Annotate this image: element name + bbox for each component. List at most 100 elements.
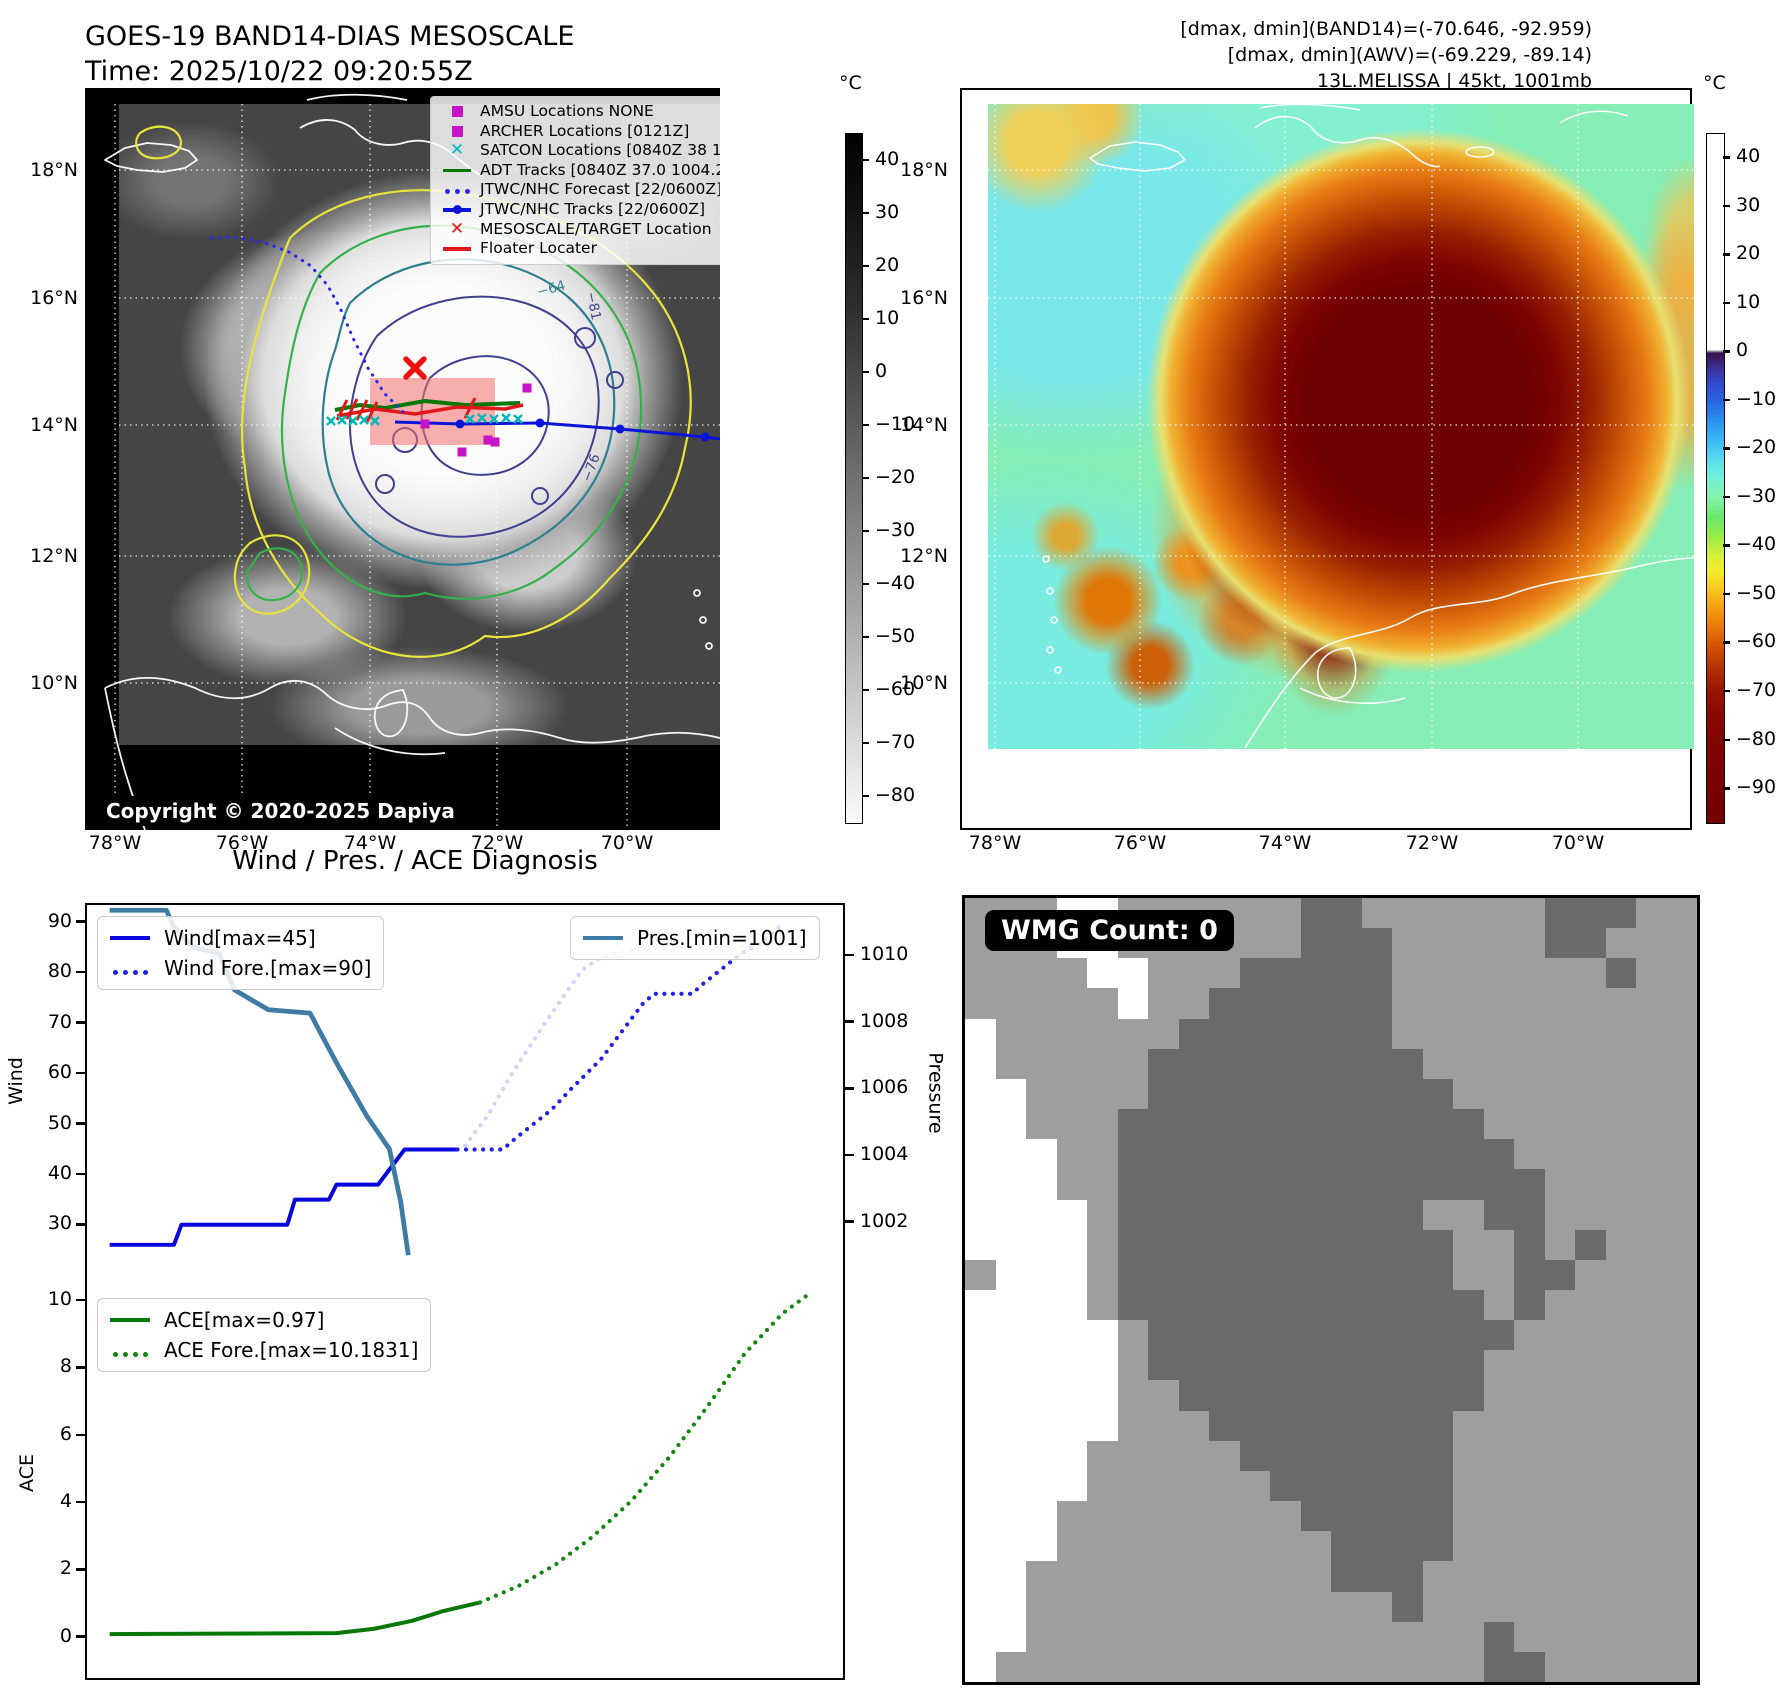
wmg-cell: [1087, 1018, 1118, 1049]
wmg-cell: [1361, 1259, 1392, 1290]
wmg-cell: [1453, 1531, 1484, 1562]
wmg-cell: [1575, 898, 1606, 929]
wmg-cell: [1422, 988, 1453, 1019]
wmg-cell: [1605, 1350, 1636, 1381]
awv-satellite-image: [988, 104, 1694, 749]
left-colorbar-tick-label: −10: [875, 412, 916, 435]
map-legend-item: JTWC/NHC Forecast [22/0600Z]: [440, 180, 720, 200]
wmg-cell: [1209, 1259, 1240, 1290]
wmg-cell: [1239, 1109, 1270, 1140]
wmg-cell: [1483, 1531, 1514, 1562]
wmg-cell: [1117, 958, 1148, 989]
wmg-cell: [995, 1018, 1026, 1049]
wmg-cell: [1666, 1018, 1697, 1049]
right-colorbar-tick-label: 30: [1736, 193, 1761, 216]
wmg-cell: [1148, 1139, 1179, 1170]
left-colorbar-tick-label: 10: [875, 306, 900, 329]
map-legend-label: JTWC/NHC Forecast [22/0600Z]: [480, 180, 720, 199]
wmg-cell: [1636, 1410, 1667, 1441]
right-colorbar-tick-label: −70: [1736, 678, 1777, 701]
wmg-cell: [1087, 1380, 1118, 1411]
wmg-cell: [1117, 1320, 1148, 1351]
wmg-cell: [1117, 1018, 1148, 1049]
wind-tick-label: 30: [47, 1212, 72, 1235]
wmg-cell: [965, 958, 996, 989]
pressure-tick: [845, 1020, 854, 1023]
wmg-cell: [1666, 1440, 1697, 1471]
wmg-cell: [1514, 1531, 1545, 1562]
wmg-cell: [1422, 1380, 1453, 1411]
wmg-cell: [1331, 1470, 1362, 1502]
wmg-cell: [1300, 1290, 1331, 1321]
wmg-cell: [965, 1651, 996, 1682]
ace-plot: [109, 1291, 812, 1637]
wmg-cell: [1422, 1501, 1453, 1532]
wmg-cell: [1422, 1109, 1453, 1140]
wmg-cell: [1148, 988, 1179, 1019]
wmg-cell: [1483, 898, 1514, 929]
wmg-cell: [1209, 1290, 1240, 1321]
wmg-cell: [1117, 1410, 1148, 1441]
wmg-cell: [1636, 1621, 1667, 1652]
wmg-cell: [1148, 1350, 1179, 1381]
wind-tick: [76, 970, 85, 974]
wmg-cell: [1026, 1048, 1057, 1079]
coastlines: [1042, 104, 1694, 749]
wmg-cell: [1331, 1048, 1362, 1079]
wmg-cell: [1483, 988, 1514, 1019]
wmg-cell: [1392, 1109, 1423, 1140]
wmg-cell: [1300, 1470, 1331, 1502]
wmg-cell: [995, 1410, 1026, 1441]
swatch: [110, 953, 150, 983]
wmg-cell: [1087, 1320, 1118, 1351]
wmg-cell: [1514, 1139, 1545, 1170]
wmg-cell: [1544, 898, 1575, 929]
map-legend-item: ARCHER Locations [0121Z]: [440, 122, 720, 142]
wmg-cell: [1575, 988, 1606, 1019]
wmg-cell: [965, 1109, 996, 1140]
wmg-cell: [1087, 1048, 1118, 1079]
wmg-cell: [1087, 1229, 1118, 1260]
wmg-cell: [1514, 1169, 1545, 1200]
wmg-cell: [1087, 1531, 1118, 1562]
wmg-cell: [1209, 1320, 1240, 1351]
wmg-cell: [1422, 1470, 1453, 1502]
wmg-cell: [1026, 1410, 1057, 1441]
ace-tick-label: 10: [47, 1288, 72, 1311]
right-map-lat-label: 16°N: [900, 287, 948, 309]
wmg-cell: [1636, 1531, 1667, 1562]
wmg-cell: [1270, 1651, 1301, 1682]
wmg-cell: [1636, 1561, 1667, 1592]
wmg-cell: [1575, 1018, 1606, 1049]
wmg-cell: [1361, 1380, 1392, 1411]
wmg-cell: [1148, 1440, 1179, 1471]
wmg-cell: [1453, 1109, 1484, 1140]
satcon-markers: [326, 413, 523, 426]
solid-line-icon: [583, 936, 627, 940]
left-colorbar-tick: [862, 688, 869, 691]
wmg-cell: [965, 1380, 996, 1411]
wmg-cell: [1209, 1561, 1240, 1592]
wmg-cell: [1056, 1410, 1087, 1441]
right-colorbar-tick-label: −20: [1736, 436, 1777, 459]
left-colorbar-unit: °C: [839, 72, 862, 94]
wmg-cell: [1239, 928, 1270, 959]
wmg-cell: [1239, 1229, 1270, 1260]
wmg-cell: [1514, 1109, 1545, 1140]
right-map-lon-label: 76°W: [1113, 832, 1167, 854]
wmg-cell: [1117, 1621, 1148, 1652]
wmg-cell: [1514, 1259, 1545, 1290]
wmg-cell: [1483, 1229, 1514, 1260]
wmg-cell: [1209, 1410, 1240, 1441]
band14-map-panel: AMSU Locations NONE ARCHER Locations [012…: [85, 88, 720, 830]
wind-tick: [76, 1172, 85, 1176]
wmg-cell: [1636, 1440, 1667, 1471]
left-map-lon-label: 72°W: [470, 832, 524, 854]
wmg-cell: [1636, 1109, 1667, 1140]
wmg-cell: [1300, 958, 1331, 989]
wmg-cell: [1392, 1290, 1423, 1321]
wmg-cell: [1209, 1621, 1240, 1652]
wmg-cell: [1300, 1350, 1331, 1381]
ace-tick-label: 8: [59, 1355, 72, 1378]
dmax-awv: [dmax, dmin](AWV)=(-69.229, -89.14): [1227, 44, 1592, 67]
